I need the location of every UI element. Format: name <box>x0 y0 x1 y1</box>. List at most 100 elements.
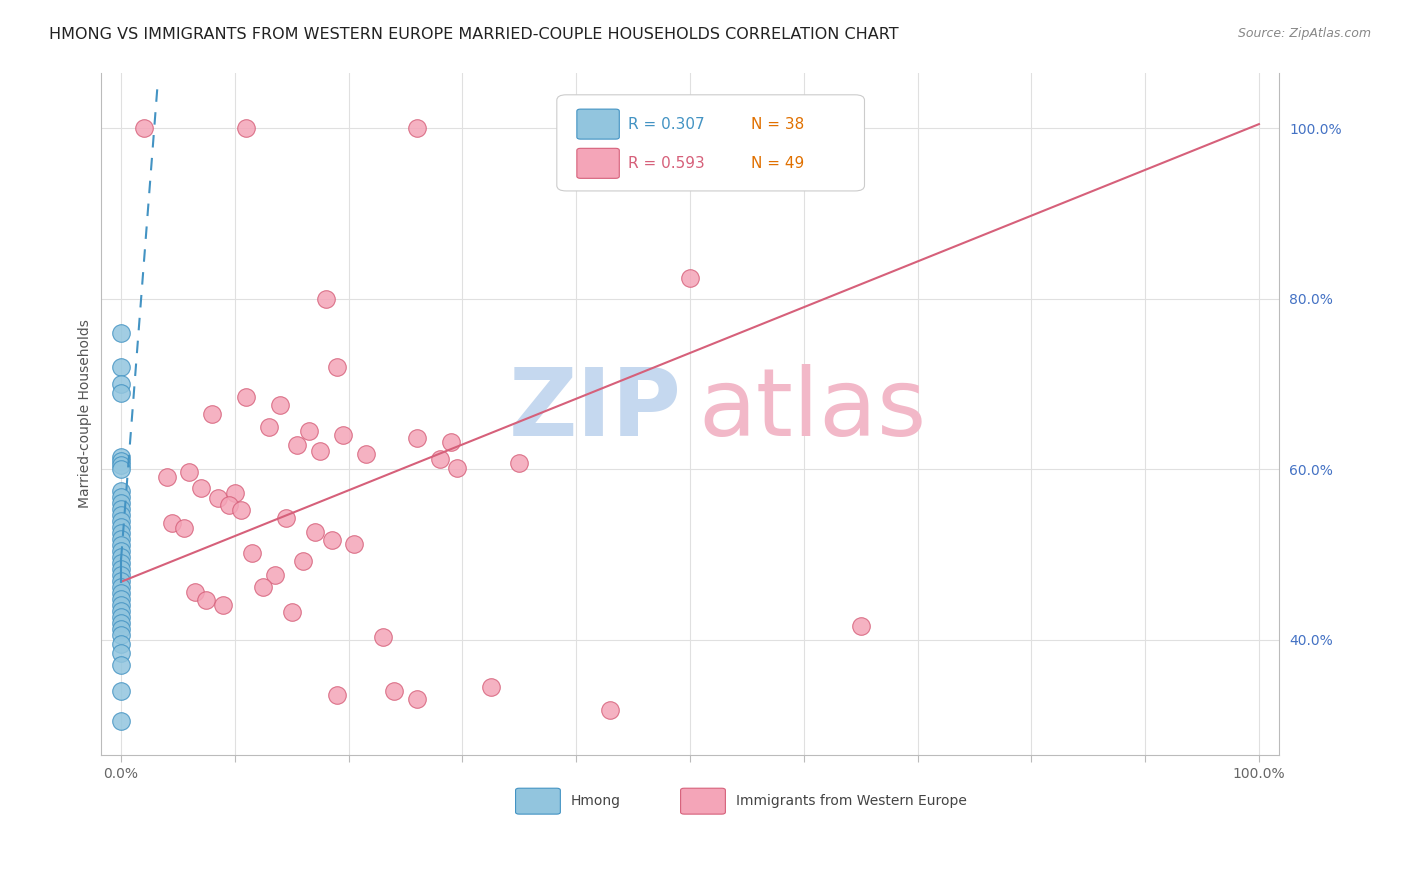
Point <box>599 703 621 717</box>
Point <box>110 609 132 624</box>
Point <box>263 568 285 582</box>
Point <box>274 511 297 525</box>
Point <box>110 637 132 651</box>
Point <box>179 465 201 479</box>
Point <box>429 452 451 467</box>
Point <box>252 580 274 594</box>
Point <box>371 630 394 644</box>
Point <box>190 481 212 495</box>
Point <box>679 270 702 285</box>
Point <box>446 460 468 475</box>
Point <box>173 521 195 535</box>
Point <box>110 714 132 728</box>
FancyBboxPatch shape <box>516 789 561 814</box>
Point <box>110 532 132 546</box>
Point <box>110 483 132 498</box>
Point <box>292 554 315 568</box>
Text: N = 38: N = 38 <box>751 117 804 132</box>
Point <box>827 121 849 136</box>
Point <box>281 606 304 620</box>
Point <box>110 586 132 600</box>
Point <box>406 121 429 136</box>
Point <box>309 443 332 458</box>
Point <box>326 359 349 374</box>
Point <box>218 498 240 512</box>
Point <box>332 428 354 442</box>
Text: Hmong: Hmong <box>571 794 621 808</box>
Text: N = 49: N = 49 <box>751 156 804 171</box>
Point <box>110 646 132 660</box>
Point <box>406 692 429 706</box>
Point <box>110 544 132 558</box>
Point <box>110 385 132 400</box>
Point <box>110 591 132 606</box>
Point <box>110 377 132 392</box>
Point <box>110 326 132 340</box>
Point <box>508 456 530 470</box>
Point <box>212 598 235 612</box>
Point <box>110 550 132 565</box>
Point <box>110 490 132 504</box>
Point <box>110 562 132 576</box>
Point <box>479 680 502 694</box>
Point <box>440 435 463 450</box>
Point <box>287 438 309 452</box>
Point <box>326 688 349 702</box>
Point <box>110 574 132 588</box>
Point <box>201 407 224 421</box>
Point <box>269 398 291 412</box>
Point <box>207 491 229 506</box>
FancyBboxPatch shape <box>576 148 619 178</box>
Point <box>110 658 132 673</box>
Point <box>155 470 177 484</box>
Point <box>849 619 872 633</box>
Point <box>315 292 337 306</box>
Point <box>110 496 132 510</box>
Point <box>110 462 132 476</box>
Point <box>110 359 132 374</box>
Point <box>110 615 132 630</box>
Point <box>224 486 246 500</box>
Text: R = 0.593: R = 0.593 <box>627 156 704 171</box>
Point <box>257 419 280 434</box>
Point <box>110 450 132 464</box>
Text: atlas: atlas <box>699 365 927 457</box>
Point <box>184 585 207 599</box>
Point <box>132 121 155 136</box>
Text: HMONG VS IMMIGRANTS FROM WESTERN EUROPE MARRIED-COUPLE HOUSEHOLDS CORRELATION CH: HMONG VS IMMIGRANTS FROM WESTERN EUROPE … <box>49 27 898 42</box>
Point <box>110 502 132 516</box>
Point <box>162 516 184 530</box>
Point <box>110 568 132 582</box>
Point <box>298 424 321 438</box>
Text: Immigrants from Western Europe: Immigrants from Western Europe <box>735 794 967 808</box>
Text: ZIP: ZIP <box>509 365 682 457</box>
Point <box>235 390 257 404</box>
Point <box>110 538 132 552</box>
Point <box>382 684 405 698</box>
Point <box>110 684 132 698</box>
Text: R = 0.307: R = 0.307 <box>627 117 704 132</box>
Point <box>110 598 132 612</box>
Point <box>110 458 132 472</box>
FancyBboxPatch shape <box>557 95 865 191</box>
Point <box>110 508 132 523</box>
FancyBboxPatch shape <box>576 109 619 139</box>
Point <box>110 454 132 468</box>
FancyBboxPatch shape <box>681 789 725 814</box>
Point <box>110 520 132 534</box>
Point <box>110 514 132 528</box>
Point <box>406 431 429 445</box>
Point <box>110 604 132 618</box>
Point <box>235 121 257 136</box>
Point <box>110 580 132 594</box>
Point <box>354 447 377 461</box>
Point <box>229 503 252 517</box>
Point <box>110 526 132 541</box>
Point <box>195 592 218 607</box>
Point <box>343 537 366 551</box>
Point <box>304 525 326 540</box>
Text: Source: ZipAtlas.com: Source: ZipAtlas.com <box>1237 27 1371 40</box>
Point <box>110 556 132 570</box>
Point <box>240 546 263 560</box>
Y-axis label: Married-couple Households: Married-couple Households <box>79 319 93 508</box>
